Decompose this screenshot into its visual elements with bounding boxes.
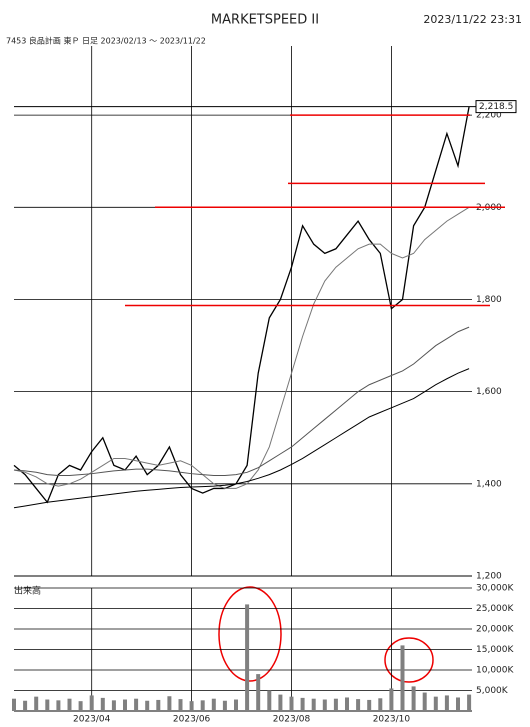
volume-bar: [400, 645, 405, 711]
price-line: [13, 106, 470, 504]
volume-bar: [45, 699, 50, 711]
datetime: 2023/11/22 23:31: [423, 13, 522, 26]
volume-bar: [356, 699, 361, 711]
y-tick-label: 1,600: [476, 387, 502, 397]
volume-bar: [289, 696, 294, 711]
volume-bar: [378, 698, 383, 711]
y-tick-label: 5,000K: [476, 686, 509, 696]
volume-bar: [123, 699, 127, 711]
volume-bar: [367, 699, 372, 711]
volume-bar: [256, 674, 261, 711]
volume-bar: [111, 700, 116, 711]
volume-bar: [167, 696, 172, 711]
volume-bar: [145, 700, 150, 711]
x-tick-label: 2023/08: [273, 715, 311, 725]
volume-bar: [333, 698, 338, 711]
y-tick-label: 1,800: [476, 295, 502, 305]
volume-bar: [89, 695, 94, 711]
y-tick-label: 1,400: [476, 479, 502, 489]
volume-bar: [422, 692, 427, 711]
volume-bar: [78, 701, 83, 711]
x-tick-label: 2023/06: [173, 715, 211, 725]
volume-bar: [267, 690, 272, 711]
volume-bar: [322, 699, 327, 711]
volume-title: 出来高: [14, 585, 41, 597]
volume-bar: [245, 604, 250, 711]
volume-bar: [178, 699, 183, 711]
chart-subtitle: 7453 良品計画 東Ｐ 日足 2023/02/13 ～ 2023/11/22: [6, 36, 206, 46]
y-tick-label: 25,000K: [476, 604, 514, 614]
volume-bar: [23, 700, 28, 711]
y-tick-label: 1,200: [476, 572, 502, 582]
volume-bar: [200, 700, 205, 711]
volume-bar: [433, 696, 438, 711]
y-tick-label: 20,000K: [476, 625, 514, 635]
y-tick-label: 30,000K: [476, 584, 514, 594]
highlight-circle: [218, 586, 282, 682]
volume-bar: [189, 701, 194, 711]
volume-bar: [134, 698, 139, 711]
last-price-label: 2,218.5: [479, 102, 513, 112]
volume-bar: [12, 698, 16, 711]
y-tick-label: 2,200: [476, 111, 502, 121]
highlight-circle: [384, 637, 434, 683]
volume-bar: [278, 694, 283, 711]
app-title: MARKETSPEED II: [211, 13, 319, 28]
volume-bar: [56, 700, 61, 711]
volume-bar: [234, 699, 238, 711]
volume-bar: [300, 697, 305, 711]
volume-bar: [456, 697, 460, 711]
x-tick-label: 2023/04: [73, 715, 111, 725]
y-tick-label: 10,000K: [476, 666, 514, 676]
volume-bar: [389, 688, 394, 711]
y-tick-label: 15,000K: [476, 645, 514, 655]
volume-bar: [411, 686, 416, 711]
volume-bar: [156, 699, 161, 711]
volume-bar: [222, 700, 227, 711]
price-line: [13, 368, 470, 509]
volume-bar: [444, 695, 449, 711]
volume-bar: [211, 698, 216, 711]
volume-bar: [345, 697, 349, 711]
volume-bar: [34, 696, 39, 711]
volume-bar: [467, 694, 472, 711]
price-line: [13, 326, 470, 477]
volume-bar: [67, 698, 72, 711]
last-price-box: [475, 100, 517, 114]
price-line: [13, 206, 470, 489]
volume-bar: [311, 698, 316, 711]
x-tick-label: 2023/10: [373, 715, 411, 725]
volume-bar: [100, 697, 105, 711]
